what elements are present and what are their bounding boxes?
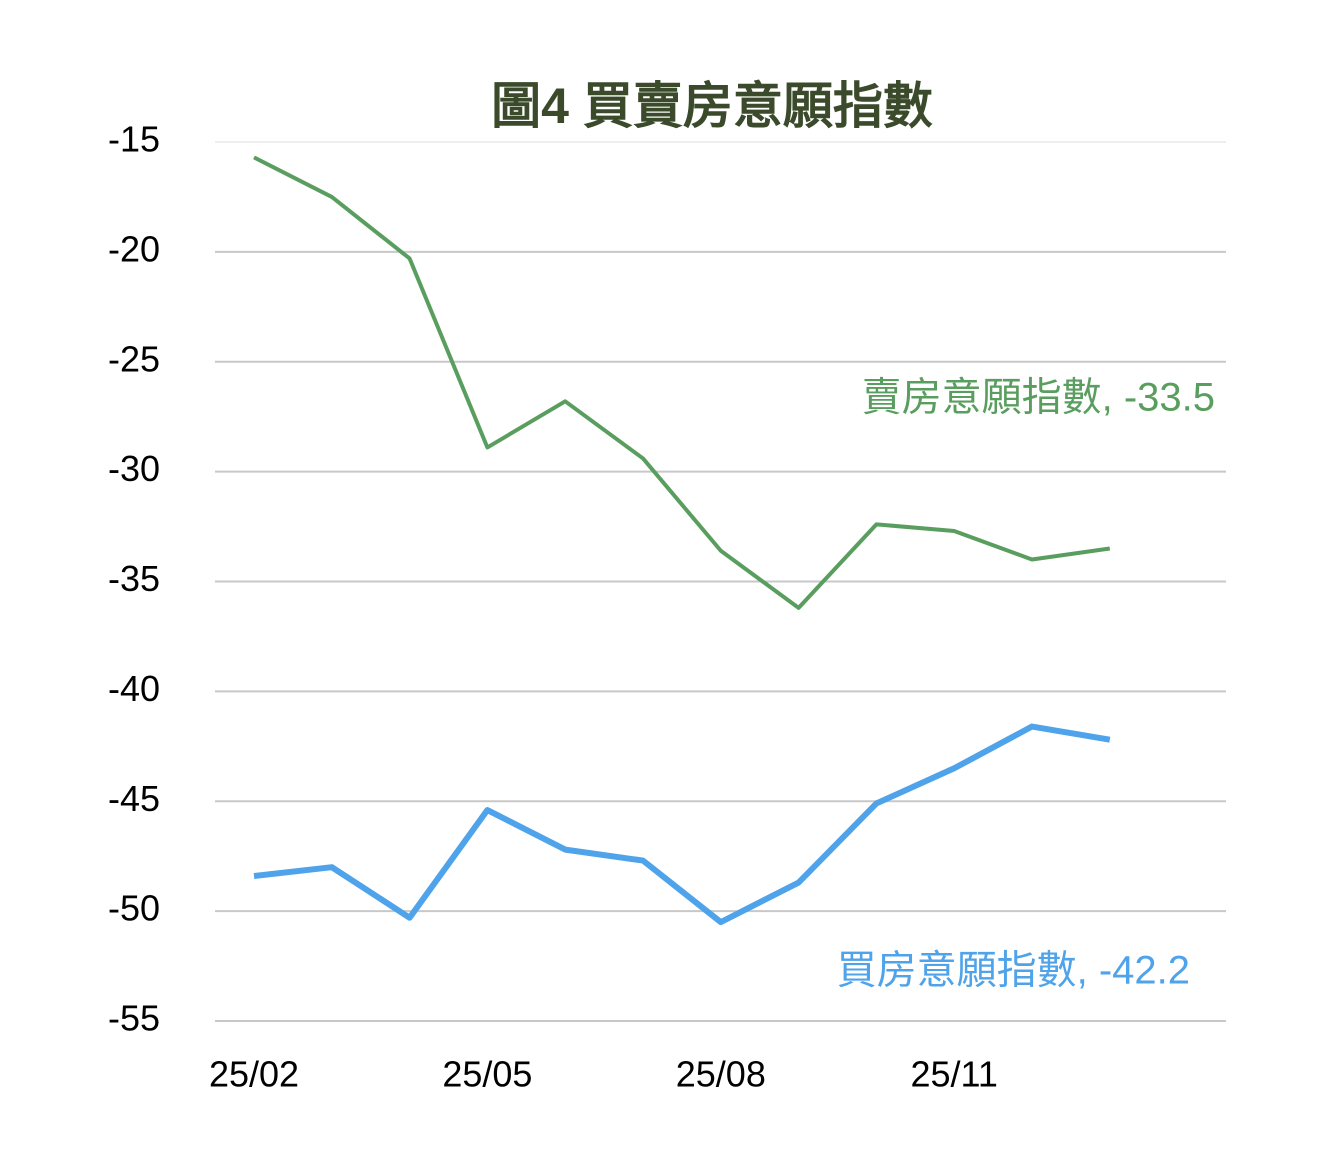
- y-tick-label: -20: [108, 228, 160, 269]
- y-tick-label: -15: [108, 119, 160, 160]
- y-tick-label: -50: [108, 888, 160, 929]
- x-tick-label: 25/02: [209, 1054, 299, 1095]
- series-label: 賣房意願指數, -33.5: [862, 376, 1215, 420]
- y-tick-label: -55: [108, 998, 160, 1039]
- y-tick-label: -25: [108, 338, 160, 379]
- y-tick-label: -40: [108, 668, 160, 709]
- x-tick-label: 25/11: [910, 1054, 997, 1095]
- series-line: [253, 723, 1111, 926]
- chart-title: 圖4 買賣房意願指數: [491, 78, 933, 134]
- series-label: 買房意願指數, -42.2: [837, 949, 1190, 993]
- x-tick-label: 25/05: [442, 1054, 532, 1095]
- x-tick-label: 25/08: [676, 1054, 766, 1095]
- series-line: [253, 155, 1111, 610]
- y-tick-label: -30: [108, 448, 160, 489]
- y-tick-label: -45: [108, 778, 160, 819]
- y-tick-label: -35: [108, 558, 160, 599]
